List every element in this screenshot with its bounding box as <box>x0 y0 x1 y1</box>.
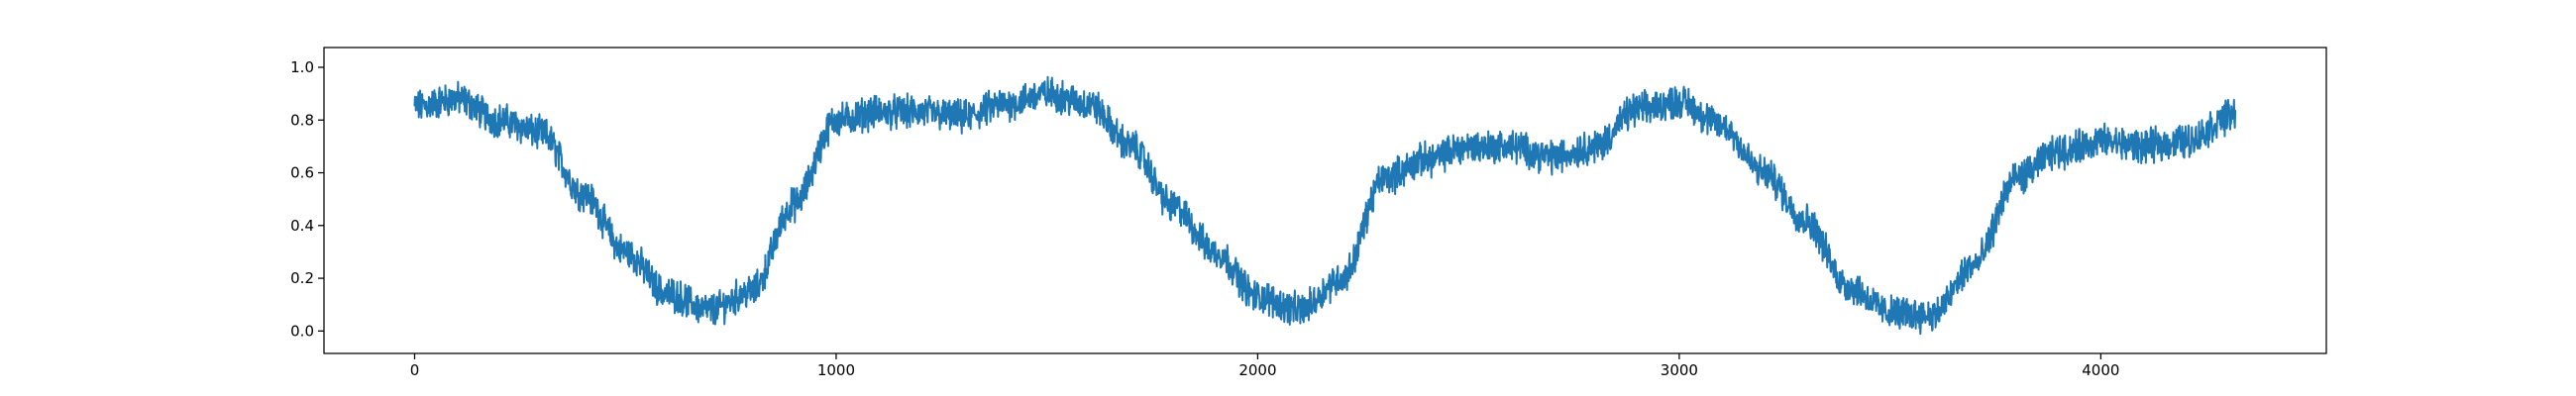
y-tick-label: 0.2 <box>290 269 314 287</box>
series-line <box>413 75 2237 336</box>
x-axis: 0 1000 2000 3000 4000 <box>410 353 2119 379</box>
x-tick-label: 3000 <box>1661 361 1698 379</box>
y-tick-label: 0.4 <box>290 217 314 235</box>
axes-frame <box>323 47 2327 354</box>
y-tick-label: 0.0 <box>290 322 314 340</box>
x-tick-label: 0 <box>410 361 420 379</box>
y-tick-label: 0.8 <box>290 111 314 129</box>
x-tick-label: 2000 <box>1238 361 1276 379</box>
x-tick-label: 4000 <box>2082 361 2119 379</box>
y-tick-label: 0.6 <box>290 164 314 182</box>
y-axis: 0.0 0.2 0.4 0.6 0.8 1.0 <box>290 58 324 340</box>
x-tick-label: 1000 <box>817 361 855 379</box>
plot-area <box>413 75 2237 336</box>
y-tick-label: 1.0 <box>290 58 314 76</box>
